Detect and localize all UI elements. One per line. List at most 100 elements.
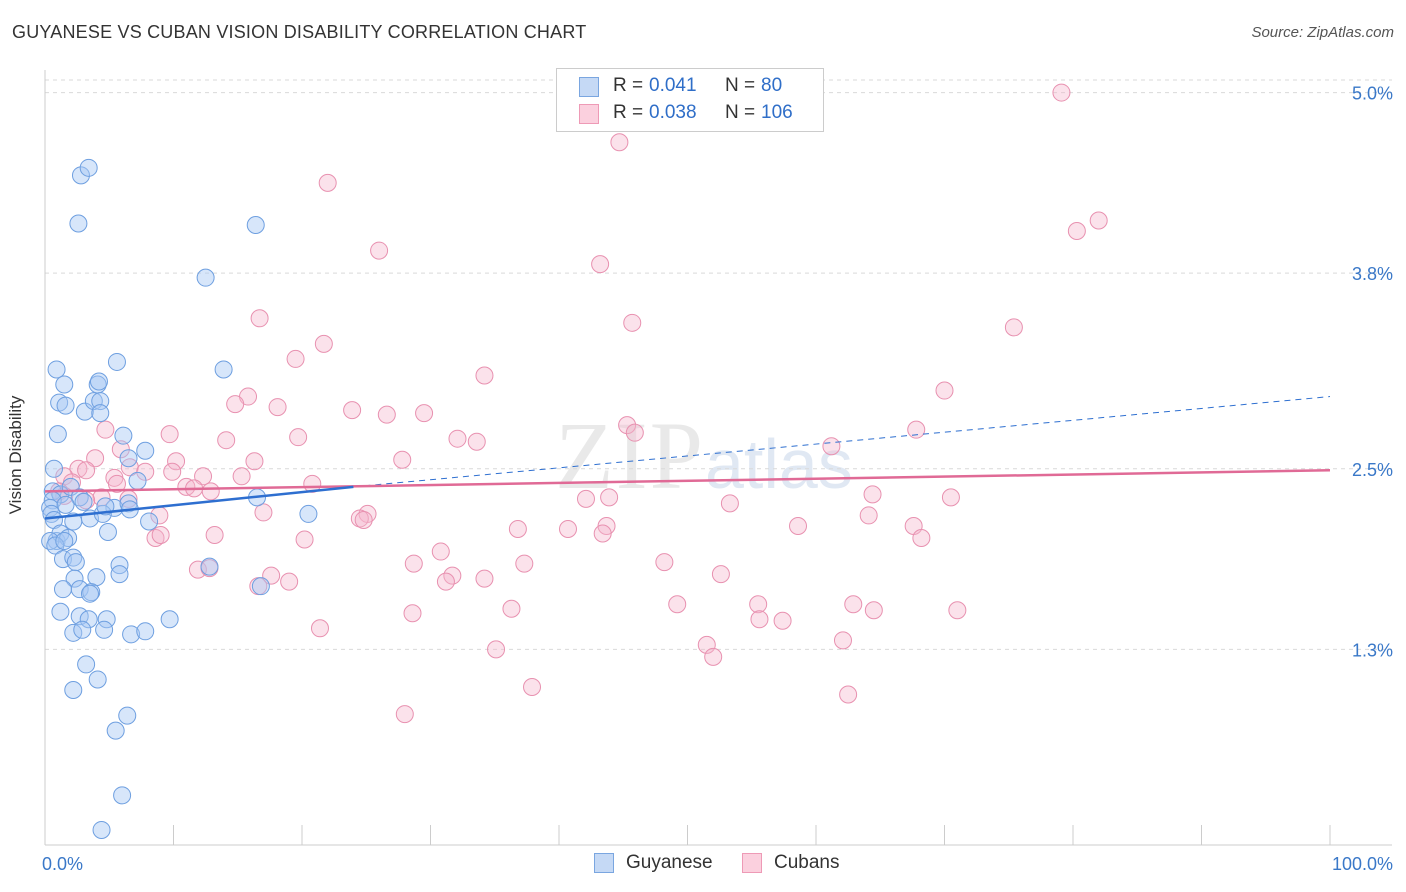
guyanese-trend-line — [44, 485, 354, 520]
guyanese-point — [65, 569, 84, 588]
cubans-point — [136, 462, 155, 481]
correlation-legend: R = 0.041 N = 80 R = 0.038 N = 106 — [556, 68, 824, 132]
bottom-legend-label-cubans: Cubans — [774, 852, 840, 873]
cubans-point — [96, 420, 115, 439]
cubans-point — [188, 560, 207, 579]
guyanese-point — [66, 553, 85, 572]
cubans-point — [77, 461, 96, 480]
chart-title: GUYANESE VS CUBAN VISION DISABILITY CORR… — [12, 22, 587, 42]
cubans-point — [558, 519, 577, 538]
guyanese-point — [246, 216, 265, 234]
guyanese-point — [55, 375, 74, 394]
guyanese-point — [214, 360, 233, 379]
guyanese-point — [48, 425, 67, 444]
y-tick-label: 2.5% — [1352, 460, 1393, 480]
guyanese-point — [46, 536, 65, 555]
cubans-point — [232, 467, 251, 486]
cubans-point — [151, 526, 170, 544]
guyanese-point — [47, 360, 66, 379]
cubans-point — [1004, 318, 1023, 337]
cubans-point — [286, 349, 305, 368]
cubans-point — [201, 482, 220, 501]
cubans-point — [749, 595, 768, 614]
cubans-point — [415, 404, 434, 423]
cubans-point — [625, 423, 644, 442]
cubans-point — [146, 529, 165, 548]
guyanese-point — [98, 522, 117, 541]
bottom-legend-swatch-cubans — [742, 853, 762, 873]
cubans-point — [515, 554, 534, 573]
guyanese-point — [82, 583, 101, 602]
guyanese-point — [119, 494, 138, 513]
cubans-point — [403, 604, 422, 623]
guyanese-point — [299, 504, 318, 523]
cubans-point — [1052, 83, 1071, 102]
guyanese-point — [64, 681, 83, 699]
cubans-trend-line — [44, 469, 1331, 493]
cubans-point — [395, 705, 414, 724]
guyanese-point — [56, 495, 75, 514]
cubans-point — [591, 255, 610, 274]
guyanese-point — [128, 471, 147, 490]
cubans-point — [948, 601, 967, 620]
guyanese-point — [51, 602, 70, 621]
cubans-point — [163, 462, 182, 481]
legend-n-value: 80 — [761, 75, 783, 96]
cubans-point — [226, 395, 245, 414]
cubans-point — [86, 449, 105, 468]
bottom-legend-label-guyanese: Guyanese — [626, 852, 713, 873]
guyanese-trend-extension — [353, 396, 1331, 488]
x-tick-label-max: 100.0% — [1332, 854, 1393, 874]
guyanese-point — [196, 268, 215, 287]
cubans-point — [393, 450, 412, 469]
guyanese-point — [251, 577, 270, 596]
cubans-point — [354, 510, 373, 529]
guyanese-point — [75, 402, 94, 421]
cubans-point — [941, 488, 960, 507]
guyanese-point — [80, 584, 99, 603]
cubans-point — [523, 677, 542, 696]
cubans-point — [720, 494, 739, 513]
cubans-point — [177, 477, 196, 496]
cubans-point — [487, 640, 506, 659]
cubans-point — [789, 516, 808, 535]
y-tick-label: 3.8% — [1352, 264, 1393, 284]
guyanese-point — [136, 441, 155, 460]
cubans-point — [655, 553, 674, 572]
cubans-point — [268, 398, 287, 417]
cubans-point — [107, 474, 126, 493]
cubans-point — [610, 133, 629, 152]
cubans-point — [377, 405, 396, 424]
cubans-point — [1067, 222, 1086, 241]
cubans-point — [912, 529, 931, 548]
y-tick-label: 1.3% — [1352, 640, 1393, 660]
guyanese-point — [87, 568, 106, 587]
guyanese-point — [200, 557, 219, 576]
cubans-point — [370, 241, 389, 260]
guyanese-point — [119, 449, 138, 468]
cubans-point — [160, 425, 179, 444]
cubans-point — [404, 554, 423, 573]
cubans-point — [844, 595, 863, 614]
cubans-point — [295, 530, 314, 549]
cubans-point — [167, 452, 186, 471]
cubans-point — [431, 542, 450, 561]
legend-swatch-guyanese — [579, 77, 599, 97]
cubans-point — [907, 420, 926, 439]
guyanese-point — [77, 655, 96, 674]
cubans-point — [576, 489, 595, 508]
cubans-point — [600, 488, 619, 507]
legend-n-label: N = — [725, 102, 756, 123]
cubans-point — [280, 572, 299, 591]
guyanese-point — [114, 426, 133, 445]
watermark-zip: ZIP — [555, 402, 705, 509]
guyanese-point — [136, 622, 155, 641]
guyanese-point — [160, 610, 179, 629]
guyanese-point — [97, 610, 116, 629]
guyanese-point — [79, 610, 98, 629]
cubans-point — [618, 416, 637, 435]
legend-n-value: 106 — [761, 102, 793, 123]
cubans-point — [502, 599, 521, 618]
cubans-point — [245, 452, 264, 471]
legend-r-label: R = — [613, 75, 644, 96]
